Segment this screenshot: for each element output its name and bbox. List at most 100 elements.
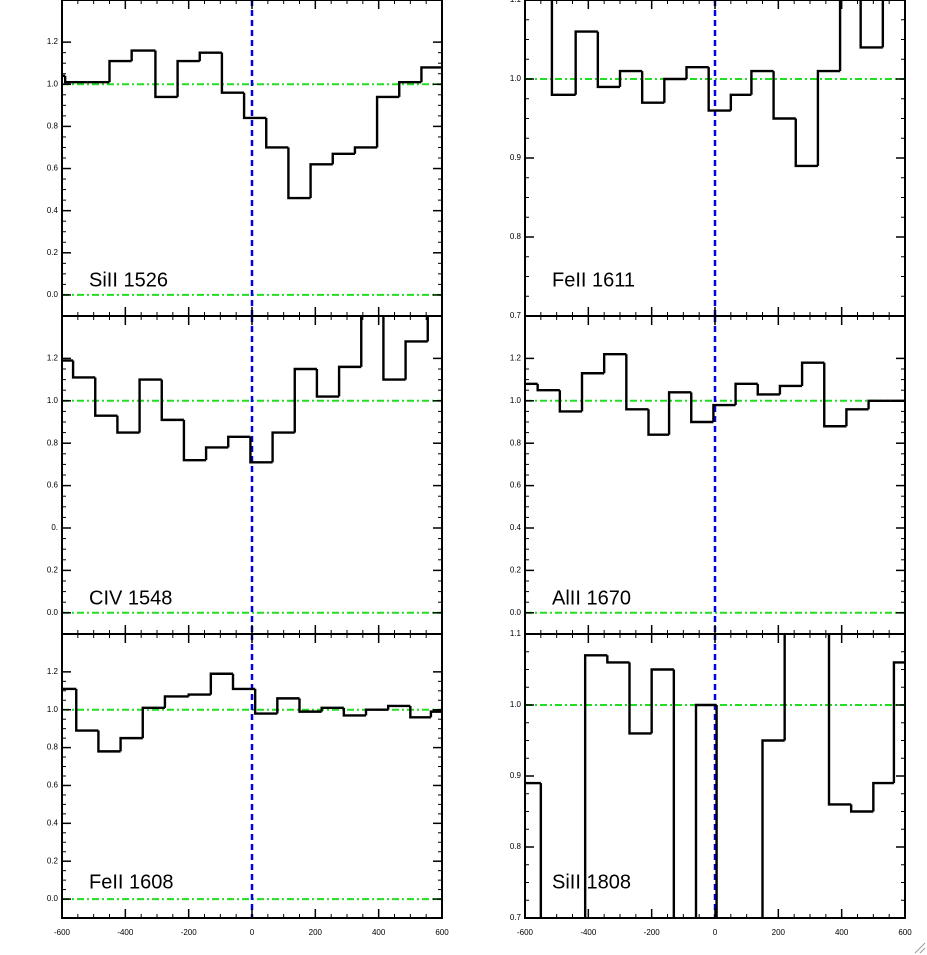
y-tick-label: 0.8 [510,232,522,241]
flux-step [583,654,608,918]
flux-step [667,391,692,435]
x-tick-label: -600 [517,928,534,937]
flux-step [331,152,355,165]
x-tick-label: 0 [250,928,255,937]
flux-step [606,655,630,664]
flux-step [298,698,322,713]
y-tick-label: 1.2 [510,354,522,363]
flux-step [364,708,389,716]
line-label: AlII 1670 [552,587,631,609]
x-tick-label: -600 [54,928,71,937]
flux-step [845,408,869,427]
flux-step [574,30,598,95]
flux-step [849,804,874,813]
flux-step [130,49,156,62]
y-tick-label: 0.8 [47,122,59,131]
y-tick-label: 0.9 [510,153,522,162]
flux-step [580,372,605,412]
y-tick-label: 0.4 [47,818,59,827]
flux-step [220,52,245,94]
flux-step [827,634,852,806]
x-tick-label: 200 [309,928,323,937]
y-tick-label: 0.0 [47,894,59,903]
y-tick-label: 0. [51,523,58,532]
y-tick-label: 1.1 [510,0,522,4]
y-tick-label: 1.2 [47,354,59,363]
flux-step [409,705,431,719]
x-tick-label: 0 [713,928,718,937]
y-tick-label: 1.2 [47,37,59,46]
resize-grip [914,942,926,954]
flux-step [119,736,143,752]
flux-step [287,147,311,200]
y-tick-label: 1.0 [510,396,522,405]
y-tick-label: 0.8 [510,842,522,851]
y-tick-label: 0.6 [47,781,59,790]
y-tick-label: 1.0 [510,700,522,709]
flux-step [265,117,289,149]
flux-step [536,383,560,392]
flux-step [315,369,340,398]
flux-step [647,409,670,436]
flux-step [772,71,796,120]
flux-step [690,392,714,424]
flux-step [838,0,842,72]
flux-step [187,693,211,697]
flux-step [276,697,300,714]
flux-step [602,352,627,374]
flux-step [386,704,411,710]
flux-step [404,340,428,380]
flux-step [892,661,905,784]
x-tick-label: 400 [835,928,849,937]
x-tick-label: 200 [772,928,786,937]
flux-step [729,93,752,111]
flux-step [382,316,406,381]
panel: 0.0 0.2 0.4 0.6 0.8 1.0 1.2 -600 -400 -200 0 200 400… [47,633,449,937]
flux-step [756,383,780,396]
flux-step [108,59,132,83]
flux-step [353,146,378,154]
flux-step [750,69,774,95]
flux-step [539,783,543,918]
y-tick-label: 1.0 [510,74,522,83]
y-tick-label: 0.2 [510,566,522,575]
flux-step [75,688,99,732]
y-tick-label: 0.2 [47,566,59,575]
flux-step [141,706,165,739]
plot-area [62,316,442,634]
flux-step [204,446,229,461]
flux-step [253,688,278,715]
y-tick-label: 0.6 [47,164,59,173]
line-label: FeII 1608 [89,871,174,893]
panel: 0.0 0.2 0.4 0.6 0.8 1.0 1.2 AlII 1670 [510,315,906,635]
flux-step [342,707,366,717]
plot-area [525,0,905,316]
line-label: FeII 1611 [552,269,635,291]
flux-step [71,360,96,379]
flux-step [97,730,121,753]
flux-step [596,31,620,89]
y-tick-label: 0.9 [510,771,522,780]
y-tick-label: 0.6 [47,481,59,490]
flux-step [320,706,344,712]
x-tick-label: -200 [181,928,198,937]
flux-step [625,354,649,411]
flux-step [778,384,803,395]
y-tick-label: 0.4 [47,206,59,215]
flux-step [872,781,894,812]
flux-step [823,362,847,428]
flux-step [94,377,118,417]
flux-step [628,662,652,735]
flux-step [867,399,891,410]
flux-step [209,672,233,695]
flux-step [672,669,676,918]
y-tick-label: 0.2 [47,248,59,257]
line-label: SiII 1526 [89,269,168,291]
plot-area [62,0,442,316]
flux-step [116,415,140,434]
flux-step [163,695,189,708]
flux-step [707,67,731,112]
flux-step [715,705,718,918]
flux-step [694,703,717,918]
flux-step [138,378,162,433]
